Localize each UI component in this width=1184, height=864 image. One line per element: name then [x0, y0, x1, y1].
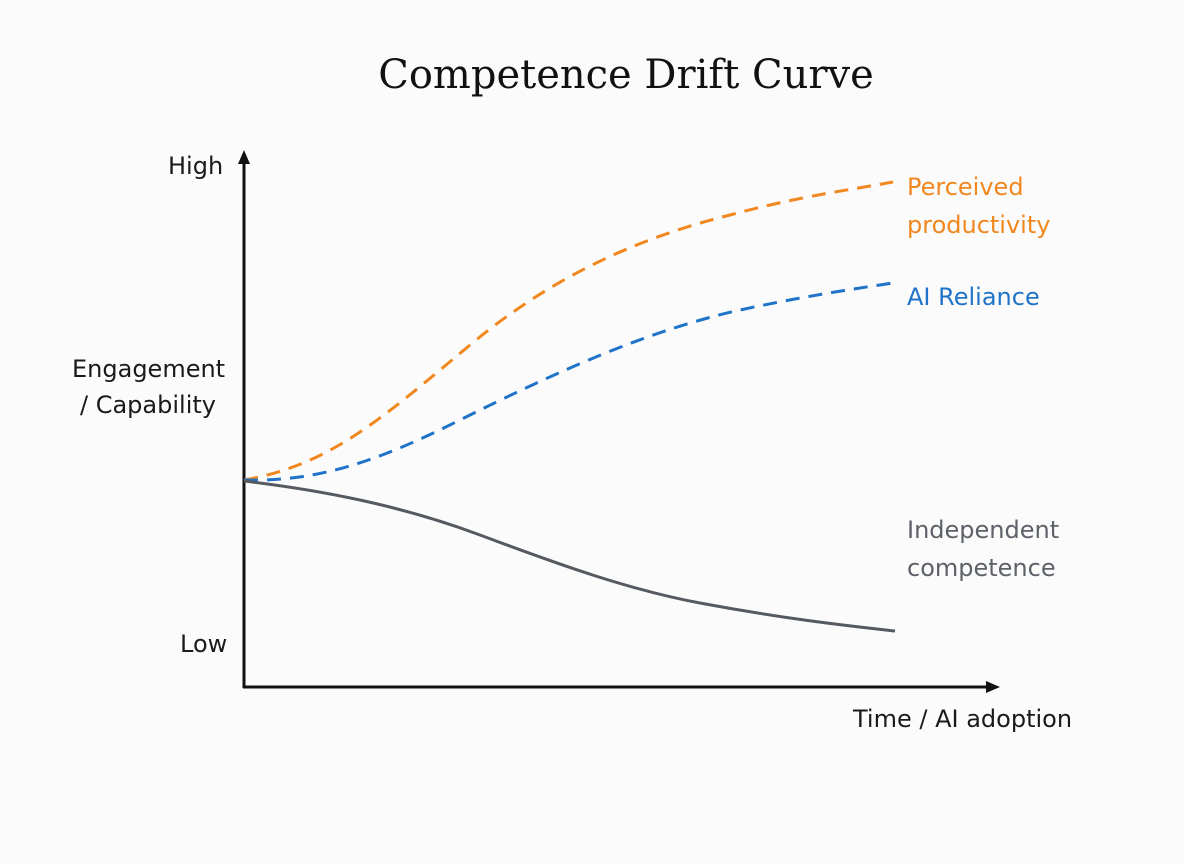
- perceived-productivity-line: [243, 180, 894, 482]
- x-axis-label: Time / AI adoption: [853, 705, 1073, 733]
- perceived-label-line2: productivity: [907, 211, 1051, 239]
- y-axis-arrow-icon: [238, 150, 250, 164]
- y-low-label: Low: [180, 630, 228, 658]
- y-axis-label-line1: Engagement: [72, 355, 226, 383]
- independent-competence-line: [243, 479, 896, 633]
- chart-title: Competence Drift Curve: [378, 52, 874, 98]
- x-axis-arrow-icon: [986, 681, 1000, 693]
- axes: [238, 150, 1000, 693]
- perceived-label-line1: Perceived: [907, 173, 1024, 201]
- independent-label-line2: competence: [907, 554, 1056, 582]
- reliance-label: AI Reliance: [907, 283, 1040, 311]
- y-axis-label-line2: / Capability: [80, 391, 216, 419]
- y-high-label: High: [168, 152, 224, 180]
- ai-reliance-line: [243, 281, 894, 482]
- independent-label-line1: Independent: [907, 516, 1060, 544]
